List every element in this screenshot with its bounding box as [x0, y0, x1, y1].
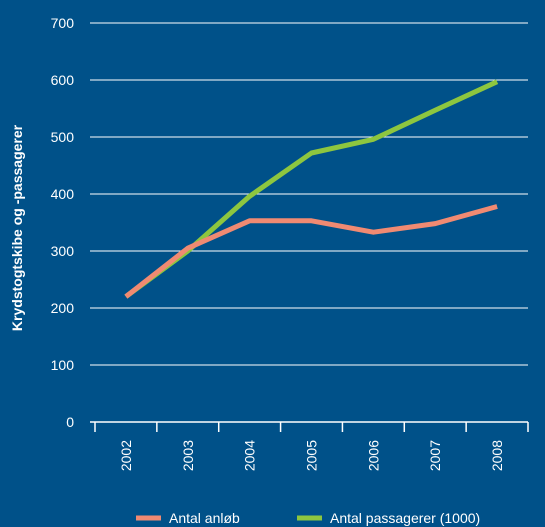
gridlines — [90, 22, 528, 366]
y-tick-label: 500 — [51, 129, 75, 145]
y-tick-label: 700 — [51, 15, 75, 31]
y-tick-label: 200 — [51, 300, 75, 316]
x-axis: 2002 2003 2004 2005 2006 2007 2008 — [90, 421, 529, 471]
series-line — [124, 204, 498, 299]
legend: Antal anløb Antal passagerer (1000) — [136, 510, 480, 526]
x-tick-label: 2005 — [304, 440, 320, 471]
legend-label: Antal passagerer (1000) — [330, 510, 480, 526]
x-tick-label: 2006 — [365, 440, 381, 471]
y-tick-label: 600 — [51, 72, 75, 88]
x-tick-label: 2008 — [489, 440, 505, 471]
y-tick-label: 100 — [51, 357, 75, 373]
y-axis-title: Krydstogtskibe og -passagerer — [9, 124, 25, 331]
legend-label: Antal anløb — [169, 510, 240, 526]
x-tick-label: 2003 — [180, 440, 196, 471]
series-lines — [124, 79, 499, 299]
x-tick-label: 2007 — [427, 440, 443, 471]
x-tick-label: 2002 — [118, 440, 134, 471]
y-tick-label: 400 — [51, 186, 75, 202]
y-tick-labels: 0 100 200 300 400 500 600 700 — [51, 15, 75, 430]
x-tick-label: 2004 — [242, 440, 258, 471]
y-tick-label: 300 — [51, 243, 75, 259]
y-tick-label: 0 — [66, 414, 74, 430]
